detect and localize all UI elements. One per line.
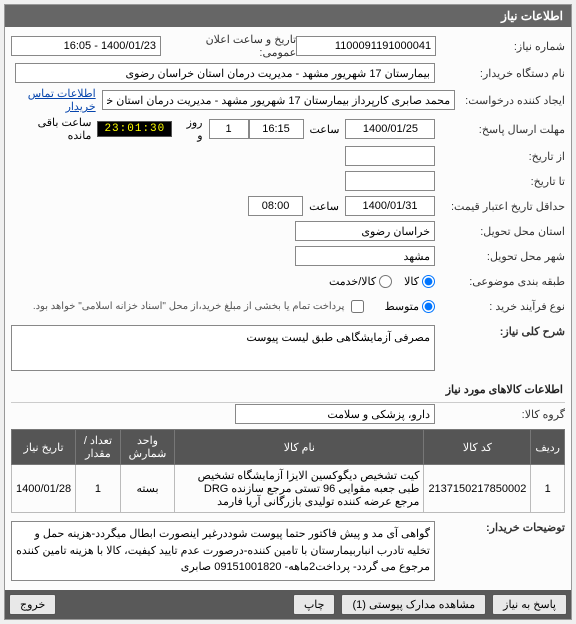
announce-label: تاریخ و ساعت اعلان عمومی: xyxy=(161,33,296,59)
announce-input[interactable] xyxy=(11,36,161,56)
to-date-label: تا تاریخ: xyxy=(435,175,565,188)
requester-label: ایجاد کننده درخواست: xyxy=(455,94,565,107)
col-header: کد کالا xyxy=(424,430,531,465)
deadline-label: مهلت ارسال پاسخ: xyxy=(435,123,565,136)
validity-time-input[interactable] xyxy=(248,196,303,216)
items-table: ردیفکد کالانام کالاواحد شمارشتعداد / مقد… xyxy=(11,429,565,513)
cell: 1 xyxy=(531,465,565,513)
desc-label: شرح کلی نیاز: xyxy=(435,325,565,338)
col-header: ردیف xyxy=(531,430,565,465)
need-info-panel: اطلاعات نیاز شماره نیاز: تاریخ و ساعت اع… xyxy=(4,4,572,620)
time-label-2: ساعت xyxy=(309,200,339,213)
from-date-label: از تاریخ: xyxy=(435,150,565,163)
pay-note-option[interactable]: پرداخت تمام یا بخشی از مبلغ خرید،از محل … xyxy=(33,300,365,313)
countdown-clock: 23:01:30 xyxy=(97,121,172,137)
deliver-city-input[interactable] xyxy=(295,246,435,266)
cell: کیت تشخیص دیگوکسین الایزا آزمایشگاه تشخی… xyxy=(175,465,424,513)
cell: بسته xyxy=(120,465,174,513)
time-label-1: ساعت xyxy=(310,123,340,136)
print-button[interactable]: چاپ xyxy=(293,594,336,615)
reply-button[interactable]: پاسخ به نیاز xyxy=(492,594,567,615)
form-body: شماره نیاز: تاریخ و ساعت اعلان عمومی: نا… xyxy=(5,27,571,590)
deliver-prov-input[interactable] xyxy=(295,221,435,241)
budget-label: طبقه بندی موضوعی: xyxy=(435,275,565,288)
button-bar: پاسخ به نیاز مشاهده مدارک پیوستی (1) چاپ… xyxy=(5,590,571,619)
cell: 2137150217850002 xyxy=(424,465,531,513)
buy-type-label: نوع فرآیند خرید : xyxy=(435,300,565,313)
deadline-time-input[interactable] xyxy=(249,119,304,139)
validity-date-input[interactable] xyxy=(345,196,435,216)
kala-option[interactable]: کالا xyxy=(404,275,435,288)
group-input[interactable] xyxy=(235,404,435,424)
requester-input[interactable] xyxy=(102,90,455,110)
deliver-city-label: شهر محل تحویل: xyxy=(435,250,565,263)
deadline-date-input[interactable] xyxy=(345,119,435,139)
kala-radio[interactable] xyxy=(422,275,435,288)
to-date-input[interactable] xyxy=(345,171,435,191)
cell: 1400/01/28 xyxy=(12,465,76,513)
deliver-prov-label: استان محل تحویل: xyxy=(435,225,565,238)
attachments-button[interactable]: مشاهده مدارک پیوستی (1) xyxy=(341,594,486,615)
desc-box: مصرفی آزمایشگاهی طبق لیست پیوست xyxy=(11,325,435,371)
buy-type-group: متوسط xyxy=(384,300,435,313)
pay-note-text: پرداخت تمام یا بخشی از مبلغ خرید،از محل … xyxy=(33,301,345,312)
items-section-title: اطلاعات کالاهای مورد نیاز xyxy=(11,377,565,403)
medium-option[interactable]: متوسط xyxy=(384,300,435,313)
validity-label: حداقل تاریخ اعتبار قیمت: xyxy=(435,200,565,213)
remaining-label: ساعت باقی مانده xyxy=(11,116,91,142)
buyer-notes-box: گواهی آی مد و پیش فاکتور حتما پیوست شودد… xyxy=(11,521,435,581)
buyer-org-input[interactable] xyxy=(15,63,435,83)
khadamat-option[interactable]: کالا/خدمت xyxy=(329,275,392,288)
khadamat-radio[interactable] xyxy=(379,275,392,288)
days-label: روز و xyxy=(178,116,202,142)
col-header: تعداد / مقدار xyxy=(76,430,121,465)
buyer-notes-label: توضیحات خریدار: xyxy=(435,521,565,534)
from-date-input[interactable] xyxy=(345,146,435,166)
col-header: تاریخ نیاز xyxy=(12,430,76,465)
need-no-label: شماره نیاز: xyxy=(436,40,565,53)
days-input[interactable] xyxy=(209,119,249,139)
buyer-org-label: نام دستگاه خریدار: xyxy=(435,67,565,80)
panel-title: اطلاعات نیاز xyxy=(5,5,571,27)
pay-note-checkbox[interactable] xyxy=(351,300,364,313)
buyer-contact-link[interactable]: اطلاعات تماس خریدار xyxy=(11,87,96,113)
group-label: گروه کالا: xyxy=(435,408,565,421)
exit-button[interactable]: خروج xyxy=(9,594,56,615)
col-header: نام کالا xyxy=(175,430,424,465)
medium-radio[interactable] xyxy=(422,300,435,313)
cell: 1 xyxy=(76,465,121,513)
table-row[interactable]: 12137150217850002کیت تشخیص دیگوکسین الای… xyxy=(12,465,565,513)
budget-radio-group: کالا کالا/خدمت xyxy=(329,275,435,288)
col-header: واحد شمارش xyxy=(120,430,174,465)
need-no-input[interactable] xyxy=(296,36,436,56)
